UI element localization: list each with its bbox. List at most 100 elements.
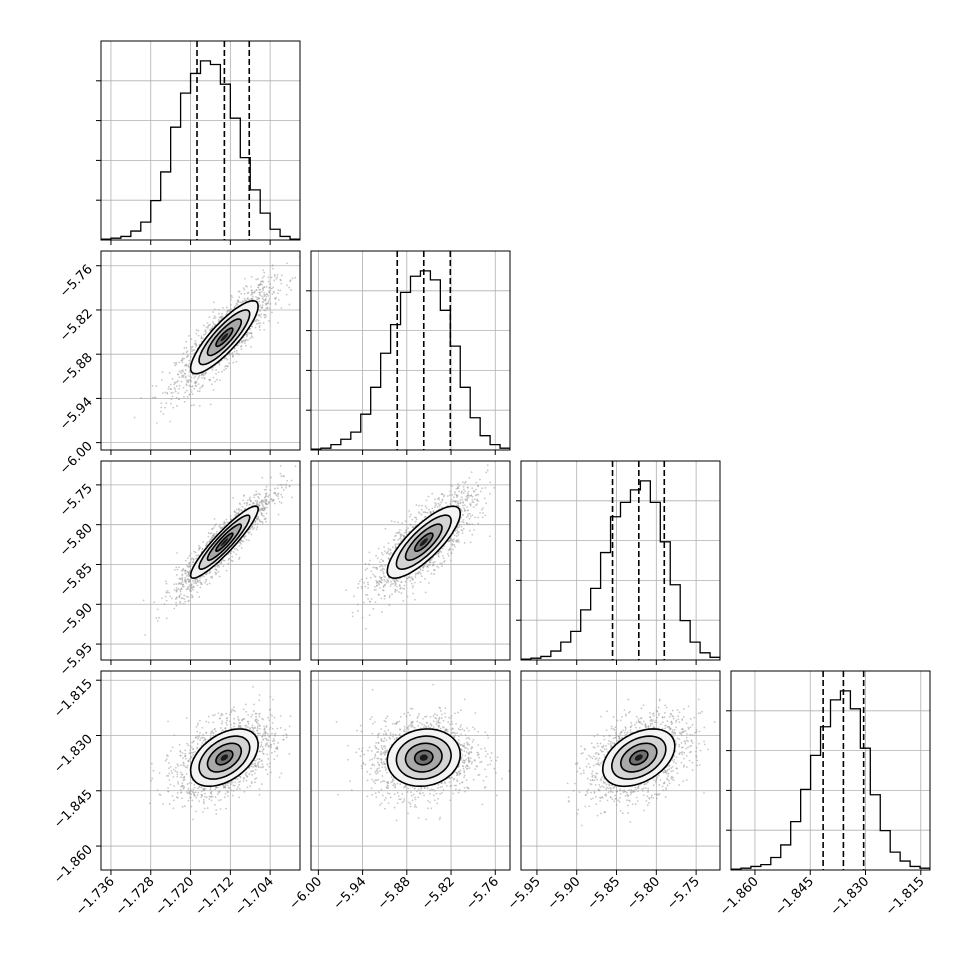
scatter-point — [247, 532, 250, 535]
scatter-point — [387, 547, 390, 550]
density-contour — [386, 505, 461, 580]
scatter-point — [258, 300, 261, 303]
scatter-point — [458, 541, 460, 543]
scatter-point — [418, 512, 421, 515]
scatter-point — [255, 490, 258, 493]
scatter-point — [291, 277, 294, 280]
scatter-point — [216, 565, 219, 568]
scatter-point — [414, 576, 417, 578]
scatter-point — [184, 572, 187, 575]
y-tick-label: −5.94 — [57, 395, 96, 434]
scatter-point — [251, 502, 254, 504]
scatter-point — [457, 483, 459, 485]
scatter-point — [468, 512, 471, 515]
scatter-point — [239, 301, 241, 303]
scatter-point — [262, 289, 265, 291]
scatter-point — [218, 316, 221, 319]
scatter-point — [381, 553, 384, 556]
scatter-point — [418, 504, 421, 507]
scatter-point — [257, 319, 260, 322]
panel-frame — [310, 250, 511, 451]
scatter-point — [237, 353, 240, 356]
y-tick-label: −5.95 — [57, 640, 96, 679]
scatter-point — [397, 532, 399, 535]
scatter-point — [181, 370, 184, 373]
scatter-point — [380, 558, 383, 561]
scatter-point — [250, 335, 253, 338]
scatter-point — [206, 321, 209, 324]
scatter-point — [489, 481, 492, 484]
scatter-point — [284, 486, 287, 489]
scatter-point — [205, 573, 208, 576]
scatter-point — [211, 368, 214, 371]
scatter-point — [212, 322, 215, 325]
scatter-point — [260, 513, 263, 516]
scatter-point — [195, 557, 197, 560]
scatter-point — [228, 557, 230, 560]
scatter-point — [403, 584, 406, 587]
scatter-point — [180, 369, 183, 372]
scatter-point — [202, 324, 205, 327]
scatter-point — [469, 541, 472, 544]
scatter-point — [285, 484, 288, 487]
scatter-point — [277, 492, 280, 495]
scatter-point — [240, 301, 243, 304]
scatter-point — [188, 375, 190, 377]
scatter-point — [160, 378, 163, 381]
scatter-point — [245, 539, 248, 541]
scatter-point — [379, 569, 382, 572]
scatter-point — [169, 595, 172, 598]
scatter-point — [169, 420, 172, 423]
scatter-point — [212, 317, 215, 320]
scatter-point — [197, 383, 200, 385]
scatter-point — [485, 471, 488, 474]
scatter-point — [369, 559, 372, 562]
scatter-point — [185, 383, 188, 386]
scatter-point — [378, 565, 381, 568]
scatter-point — [175, 396, 178, 399]
scatter-point — [250, 289, 253, 291]
scatter-point — [253, 527, 256, 529]
scatter-point — [195, 329, 198, 331]
scatter-point — [364, 562, 367, 565]
scatter-point — [207, 325, 210, 328]
scatter-point — [255, 528, 258, 531]
scatter-point — [177, 583, 180, 585]
scatter-point — [218, 312, 220, 315]
scatter-point — [209, 403, 212, 406]
scatter-point — [182, 374, 185, 377]
scatter-point — [144, 634, 147, 636]
scatter-point — [412, 578, 414, 581]
scatter-point — [242, 300, 244, 302]
scatter-point — [187, 596, 190, 599]
scatter-point — [275, 296, 278, 299]
scatter-point — [254, 499, 257, 502]
density-contour — [189, 505, 260, 580]
scatter-point — [261, 522, 264, 524]
y-tick-label: −6.00 — [57, 439, 96, 478]
scatter-point — [250, 291, 253, 294]
scatter-point — [201, 548, 204, 550]
scatter-point — [187, 379, 190, 382]
scatter-point — [262, 298, 265, 301]
scatter-point — [265, 500, 268, 502]
histogram-2 — [521, 480, 720, 660]
scatter-point — [193, 404, 195, 406]
scatter-point — [171, 597, 173, 600]
scatter-point — [262, 515, 265, 518]
scatter-point — [205, 578, 208, 581]
scatter-point — [393, 538, 396, 541]
scatter-point — [488, 492, 491, 495]
scatter-point — [461, 481, 464, 484]
panel-content — [101, 41, 300, 240]
scatter-point — [231, 560, 234, 562]
scatter-point — [408, 515, 411, 518]
scatter-point — [259, 322, 262, 324]
scatter-point — [268, 494, 271, 496]
scatter-point — [155, 385, 158, 387]
scatter-point — [358, 580, 361, 583]
scatter-point — [261, 283, 263, 286]
scatter-point — [260, 508, 262, 510]
scatter-point — [215, 569, 218, 572]
scatter-point — [198, 374, 201, 377]
